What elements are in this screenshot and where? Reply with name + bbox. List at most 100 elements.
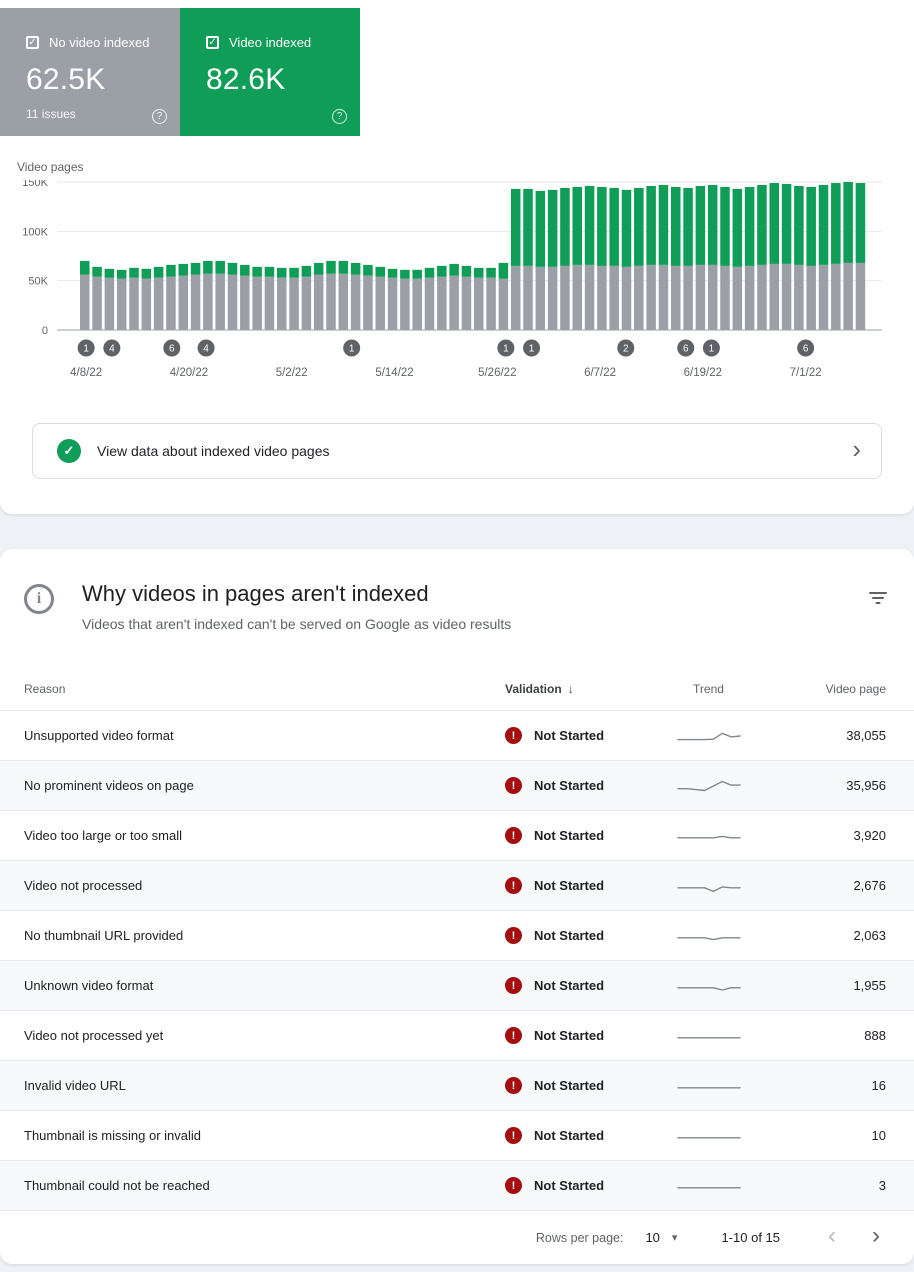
annotation-marker[interactable]: 2 (617, 339, 635, 357)
trend-cell (636, 927, 781, 945)
annotation-marker[interactable]: 1 (497, 339, 515, 357)
filter-icon[interactable] (868, 591, 888, 610)
validation-header-label: Validation (505, 682, 562, 696)
previous-page-button[interactable]: ‹ (828, 1222, 836, 1249)
check-circle-icon: ✓ (57, 439, 81, 463)
column-header-validation[interactable]: Validation ↓ (481, 682, 636, 696)
validation-cell: ! Not Started (481, 927, 636, 944)
validation-cell: ! Not Started (481, 727, 636, 744)
svg-text:6: 6 (683, 344, 689, 355)
trend-sparkline (676, 1136, 741, 1139)
trend-sparkline (676, 835, 741, 839)
issues-card: i Why videos in pages aren't indexed Vid… (0, 549, 914, 1264)
column-header-video-page[interactable]: Video page (825, 682, 886, 696)
view-indexed-data-link[interactable]: ✓ View data about indexed video pages › (32, 423, 882, 479)
table-pagination: Rows per page: 10 ▾ 1-10 of 15 ‹ › (0, 1210, 914, 1264)
column-header-trend[interactable]: Trend (693, 682, 724, 696)
annotation-marker[interactable]: 4 (103, 339, 121, 357)
trend-cell (636, 777, 781, 795)
x-axis-label: 6/7/22 (584, 367, 616, 379)
video-page-count: 2,676 (853, 878, 886, 893)
error-icon: ! (505, 777, 522, 794)
video-page-count: 2,063 (853, 928, 886, 943)
annotation-marker[interactable]: 1 (523, 339, 541, 357)
table-row[interactable]: Unknown video format ! Not Started 1,955 (0, 960, 914, 1010)
error-icon: ! (505, 727, 522, 744)
chart-bars[interactable] (80, 182, 866, 330)
reason-cell[interactable]: Unsupported video format (24, 728, 174, 743)
trend-sparkline (676, 1036, 741, 1039)
validation-cell: ! Not Started (481, 977, 636, 994)
reason-cell[interactable]: Invalid video URL (24, 1078, 126, 1093)
column-header-reason[interactable]: Reason (24, 682, 66, 696)
next-page-button[interactable]: › (872, 1222, 880, 1249)
not-indexed-count: 62.5K (26, 63, 106, 96)
summary-card-indexed[interactable]: ✓ Video indexed 82.6K ? (180, 8, 360, 136)
annotation-marker[interactable]: 4 (197, 339, 215, 357)
help-icon[interactable]: ? (152, 109, 167, 124)
validation-status: Not Started (534, 728, 605, 743)
svg-text:1: 1 (83, 344, 89, 355)
table-row[interactable]: Unsupported video format! Not Started 38,0… (0, 710, 914, 760)
reason-cell[interactable]: No prominent videos on page (24, 778, 194, 793)
trend-sparkline (676, 732, 741, 740)
reason-cell[interactable]: Video too large or too small (24, 828, 183, 843)
validation-status: Not Started (534, 1128, 605, 1143)
trend-cell (636, 727, 781, 745)
video-page-count: 38,055 (846, 728, 886, 743)
table-row[interactable]: Invalid video URL! Not Started 16 (0, 1060, 914, 1110)
not-indexed-checkbox[interactable]: ✓ (26, 36, 39, 49)
table-row[interactable]: Video too large or too small! Not Started… (0, 810, 914, 860)
reason-cell[interactable]: Thumbnail could not be reached (24, 1178, 210, 1193)
video-page-count: 3 (878, 1178, 886, 1193)
reason-cell[interactable]: No thumbnail URL provided (24, 928, 184, 943)
validation-status: Not Started (534, 978, 605, 993)
issues-table-body: Unsupported video format! Not Started 38,0… (0, 710, 914, 1210)
svg-text:1: 1 (503, 344, 509, 355)
dropdown-caret-icon[interactable]: ▾ (671, 1232, 678, 1244)
validation-cell: ! Not Started (481, 877, 636, 894)
reason-cell[interactable]: Unknown video format (24, 978, 154, 993)
validation-status: Not Started (534, 828, 605, 843)
trend-cell (636, 1027, 781, 1045)
x-axis-label: 4/8/22 (70, 367, 102, 379)
indexing-overview-card: ✓ No video indexed 62.5K 11 issues ? ✓ V… (0, 0, 914, 514)
validation-status: Not Started (534, 878, 605, 893)
sort-desc-icon: ↓ (567, 682, 574, 696)
x-axis-label: 5/2/22 (276, 367, 308, 379)
indexed-checkbox[interactable]: ✓ (206, 36, 219, 49)
svg-text:1: 1 (349, 344, 355, 355)
annotation-marker[interactable]: 1 (343, 339, 361, 357)
chart-axis-title: Video pages (17, 160, 84, 174)
table-row[interactable]: Video not processed ! Not Started 2,676 (0, 860, 914, 910)
video-page-count: 1,955 (853, 978, 886, 993)
svg-text:6: 6 (803, 344, 809, 355)
rows-per-page-label: Rows per page: (535, 1230, 624, 1245)
help-icon[interactable]: ? (332, 109, 347, 124)
issues-subtitle: Videos that aren't indexed can't be serv… (82, 616, 512, 632)
chevron-right-icon[interactable]: › (852, 434, 861, 464)
summary-card-not-indexed[interactable]: ✓ No video indexed 62.5K 11 issues ? (0, 8, 180, 136)
reason-cell[interactable]: Video not processed (24, 878, 143, 893)
not-indexed-issues: 11 issues (26, 107, 76, 121)
trend-sparkline (676, 1186, 741, 1189)
y-axis-label: 0 (42, 325, 48, 337)
annotation-marker[interactable]: 6 (163, 339, 181, 357)
table-row[interactable]: Video not processed yet! Not Started 888 (0, 1010, 914, 1060)
table-row[interactable]: Thumbnail could not be reached! Not Start… (0, 1160, 914, 1210)
reason-cell[interactable]: Video not processed yet (24, 1028, 164, 1043)
annotation-marker[interactable]: 1 (77, 339, 95, 357)
table-row[interactable]: No thumbnail URL provided ! Not Started 2,0… (0, 910, 914, 960)
rows-per-page-value[interactable]: 10 (645, 1230, 660, 1245)
reason-cell[interactable]: Thumbnail is missing or invalid (24, 1128, 202, 1143)
table-row[interactable]: No prominent videos on page! Not Started 3… (0, 760, 914, 810)
annotation-marker[interactable]: 1 (702, 339, 720, 357)
table-row[interactable]: Thumbnail is missing or invalid! Not Star… (0, 1110, 914, 1160)
svg-text:6: 6 (169, 344, 175, 355)
annotation-marker[interactable]: 6 (677, 339, 695, 357)
video-page-count: 3,920 (853, 828, 886, 843)
video-pages-chart[interactable]: 0 50K 100K 150K 1 4 6 4 1 1 1 2 6 1 6 4/8/22 4/20/22 5/2/… (0, 180, 914, 385)
annotation-marker[interactable]: 6 (797, 339, 815, 357)
view-data-label: View data about indexed video pages (97, 443, 330, 459)
